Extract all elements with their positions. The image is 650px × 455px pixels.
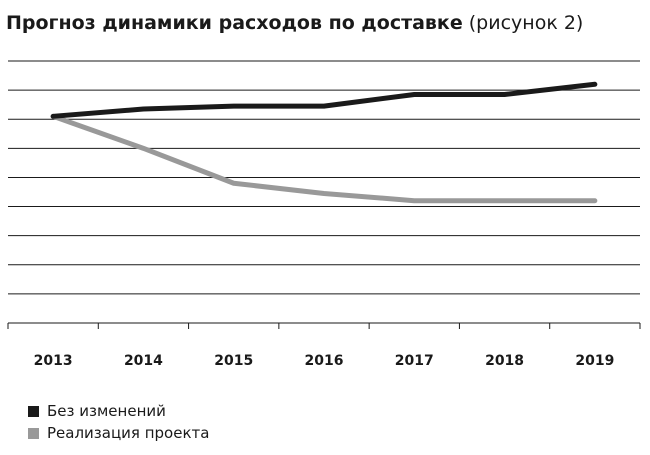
legend-swatch-project [28, 427, 39, 439]
x-axis [7, 322, 641, 329]
series-line-0 [50, 81, 598, 119]
chart-title: Прогноз динамики расходов по доставке (р… [6, 12, 583, 34]
x-tick-labels: 2013 2014 2015 2016 2017 2018 2019 [34, 353, 615, 369]
x-tick-label: 2015 [214, 353, 253, 369]
legend-item-project: Реализация проекта [28, 422, 209, 444]
x-tick-label: 2019 [575, 353, 614, 369]
chart-title-main: Прогноз динамики расходов по доставке [6, 12, 463, 34]
x-tick-label: 2014 [124, 353, 163, 369]
gridlines [8, 60, 640, 295]
legend-label-project: Реализация проекта [47, 424, 210, 442]
x-tick-label: 2018 [485, 353, 524, 369]
legend: Без изменений Реализация проекта [28, 400, 209, 444]
legend-item-no-change: Без изменений [28, 400, 209, 422]
legend-swatch-no-change [28, 405, 39, 417]
chart-title-note: (рисунок 2) [468, 12, 584, 34]
x-tick-label: 2017 [395, 353, 434, 369]
x-tick-label: 2016 [305, 353, 344, 369]
series-line-1 [50, 113, 598, 204]
series-lines [50, 81, 598, 204]
x-tick-label: 2013 [34, 353, 73, 369]
legend-label-no-change: Без изменений [47, 402, 166, 420]
